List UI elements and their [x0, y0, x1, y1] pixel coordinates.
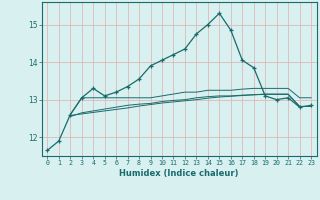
X-axis label: Humidex (Indice chaleur): Humidex (Indice chaleur) — [119, 169, 239, 178]
